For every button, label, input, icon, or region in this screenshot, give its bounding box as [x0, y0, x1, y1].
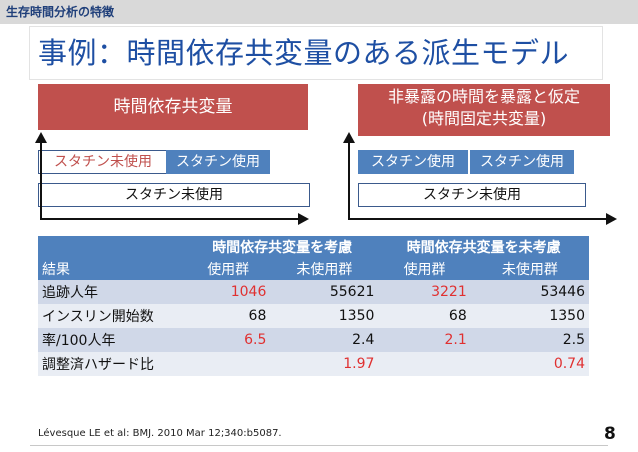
cell-value: [378, 352, 471, 376]
results-table: 時間依存共変量を考慮 時間依存共変量を未考慮 結果 使用群 未使用群 使用群 未…: [38, 236, 589, 376]
table-row: 追跡人年 1046 55621 3221 53446: [38, 280, 589, 304]
cell-value: 55621: [270, 280, 379, 304]
cell-value: 1046: [186, 280, 271, 304]
section-label: 生存時間分析の特徴: [6, 5, 115, 19]
row-label: インスリン開始数: [38, 304, 186, 328]
cell-value: [186, 352, 271, 376]
right-treated-label-2: スタチン使用: [480, 154, 564, 170]
row-label: 調整済ハザード比: [38, 352, 186, 376]
cell-value: 1350: [470, 304, 589, 328]
left-bottom-segment: スタチン未使用: [38, 183, 310, 207]
col-result: 結果: [38, 258, 186, 280]
right-treated-segment-2: スタチン使用: [470, 150, 574, 174]
left-treated-label: スタチン使用: [176, 154, 260, 170]
header-bar: [0, 0, 638, 24]
left-untreated-segment: スタチン未使用: [38, 150, 168, 174]
table-row: 率/100人年 6.5 2.4 2.1 2.5: [38, 328, 589, 352]
cell-value: 6.5: [186, 328, 271, 352]
row-label: 率/100人年: [38, 328, 186, 352]
cell-value: 68: [378, 304, 471, 328]
col-use-2: 使用群: [378, 258, 471, 280]
right-bottom-segment: スタチン未使用: [358, 183, 586, 207]
left-treated-segment: スタチン使用: [166, 150, 270, 174]
left-top-label: 時間依存共変量: [113, 97, 233, 117]
right-treated-label-1: スタチン使用: [371, 154, 455, 170]
right-bottom-label: スタチン未使用: [423, 187, 521, 203]
left-y-arrow: [35, 132, 47, 143]
cell-value: 2.4: [270, 328, 379, 352]
right-y-arrow: [343, 132, 355, 143]
left-untreated-label: スタチン未使用: [54, 154, 152, 170]
citation: Lévesque LE et al: BMJ. 2010 Mar 12;340:…: [38, 428, 282, 439]
cell-value: 1.97: [270, 352, 379, 376]
row-label: 追跡人年: [38, 280, 186, 304]
table-header-columns: 結果 使用群 未使用群 使用群 未使用群: [38, 258, 589, 280]
left-top-box: 時間依存共変量: [38, 84, 308, 130]
right-top-label-line2: (時間固定共変量): [421, 109, 547, 128]
cell-value: 68: [186, 304, 271, 328]
col-use-1: 使用群: [186, 258, 271, 280]
table-header-groups: 時間依存共変量を考慮 時間依存共変量を未考慮: [38, 236, 589, 258]
cell-value: 2.5: [470, 328, 589, 352]
cell-value: 2.1: [378, 328, 471, 352]
col-nonuse-2: 未使用群: [470, 258, 589, 280]
table-row: 調整済ハザード比 1.97 0.74: [38, 352, 589, 376]
cell-value: 0.74: [470, 352, 589, 376]
title-frame: [30, 27, 602, 79]
left-y-axis: [40, 140, 42, 220]
right-y-axis: [348, 140, 350, 220]
col-nonuse-1: 未使用群: [270, 258, 379, 280]
header-empty: [38, 236, 186, 258]
page-number: 8: [604, 424, 616, 444]
left-x-arrow: [298, 213, 309, 225]
left-x-axis: [40, 218, 300, 220]
left-bottom-label: スタチン未使用: [125, 187, 223, 203]
cell-value: 53446: [470, 280, 589, 304]
group-header-considered: 時間依存共変量を考慮: [186, 236, 379, 258]
right-x-axis: [348, 218, 608, 220]
right-x-arrow: [606, 213, 617, 225]
slide-title: 事例：時間依存共変量のある派生モデル: [38, 36, 570, 70]
right-top-box: 非暴露の時間を暴露と仮定 (時間固定共変量): [358, 84, 610, 136]
cell-value: 1350: [270, 304, 379, 328]
group-header-not-considered: 時間依存共変量を未考慮: [378, 236, 589, 258]
right-treated-segment-1: スタチン使用: [358, 150, 468, 174]
cell-value: 3221: [378, 280, 471, 304]
table-row: インスリン開始数 68 1350 68 1350: [38, 304, 589, 328]
footer-divider: [30, 445, 608, 446]
right-top-label-line1: 非暴露の時間を暴露と仮定: [387, 87, 580, 106]
